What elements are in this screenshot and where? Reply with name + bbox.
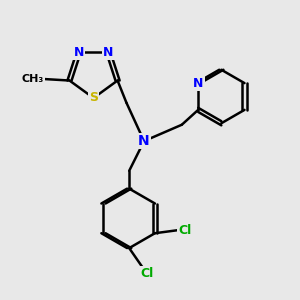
- Text: Cl: Cl: [140, 267, 154, 280]
- Text: CH₃: CH₃: [21, 74, 44, 84]
- Text: Cl: Cl: [178, 224, 191, 237]
- Text: N: N: [193, 76, 203, 90]
- Text: N: N: [74, 46, 84, 59]
- Text: N: N: [138, 134, 150, 148]
- Text: S: S: [89, 92, 98, 104]
- Text: N: N: [103, 46, 114, 59]
